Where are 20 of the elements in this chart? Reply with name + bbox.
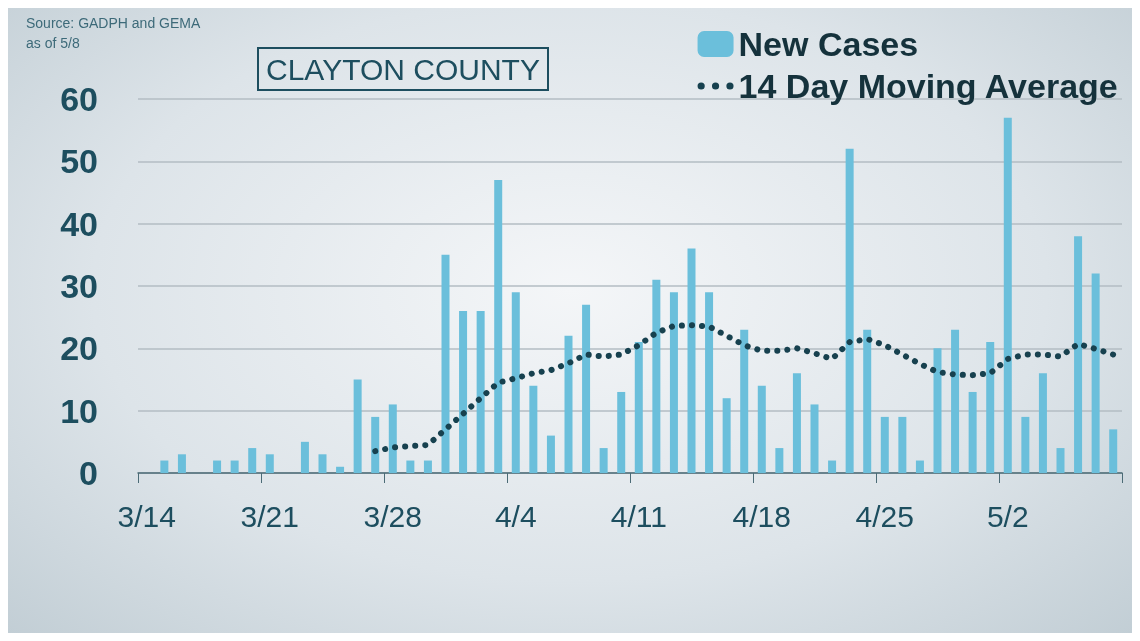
y-tick-label: 20 <box>60 329 98 368</box>
y-tick-label: 0 <box>79 454 98 492</box>
x-tick-label: 3/14 <box>117 499 176 533</box>
legend-label: 14 Day Moving Average <box>738 67 1118 105</box>
source-note: Source: GADPH and GEMA <box>26 15 201 31</box>
x-tick-label: 3/21 <box>240 499 299 533</box>
x-tick-label: 4/18 <box>732 499 791 533</box>
y-tick-label: 30 <box>60 267 98 305</box>
y-tick-label: 60 <box>60 80 98 118</box>
x-tick-label: 5/2 <box>986 499 1029 533</box>
text: as of 5/8 <box>26 35 80 51</box>
x-tick-label: 4/4 <box>494 499 537 533</box>
y-tick-label: 10 <box>60 391 98 430</box>
legend-label: New Cases <box>738 25 919 63</box>
x-tick-label: 3/28 <box>363 499 422 533</box>
x-tick-label: 4/25 <box>855 499 914 533</box>
x-tick-label: 4/11 <box>610 499 667 533</box>
y-tick-label: 50 <box>60 142 98 181</box>
chart-title: CLAYTON COUNTY <box>266 52 540 86</box>
y-tick-label: 40 <box>60 204 98 243</box>
